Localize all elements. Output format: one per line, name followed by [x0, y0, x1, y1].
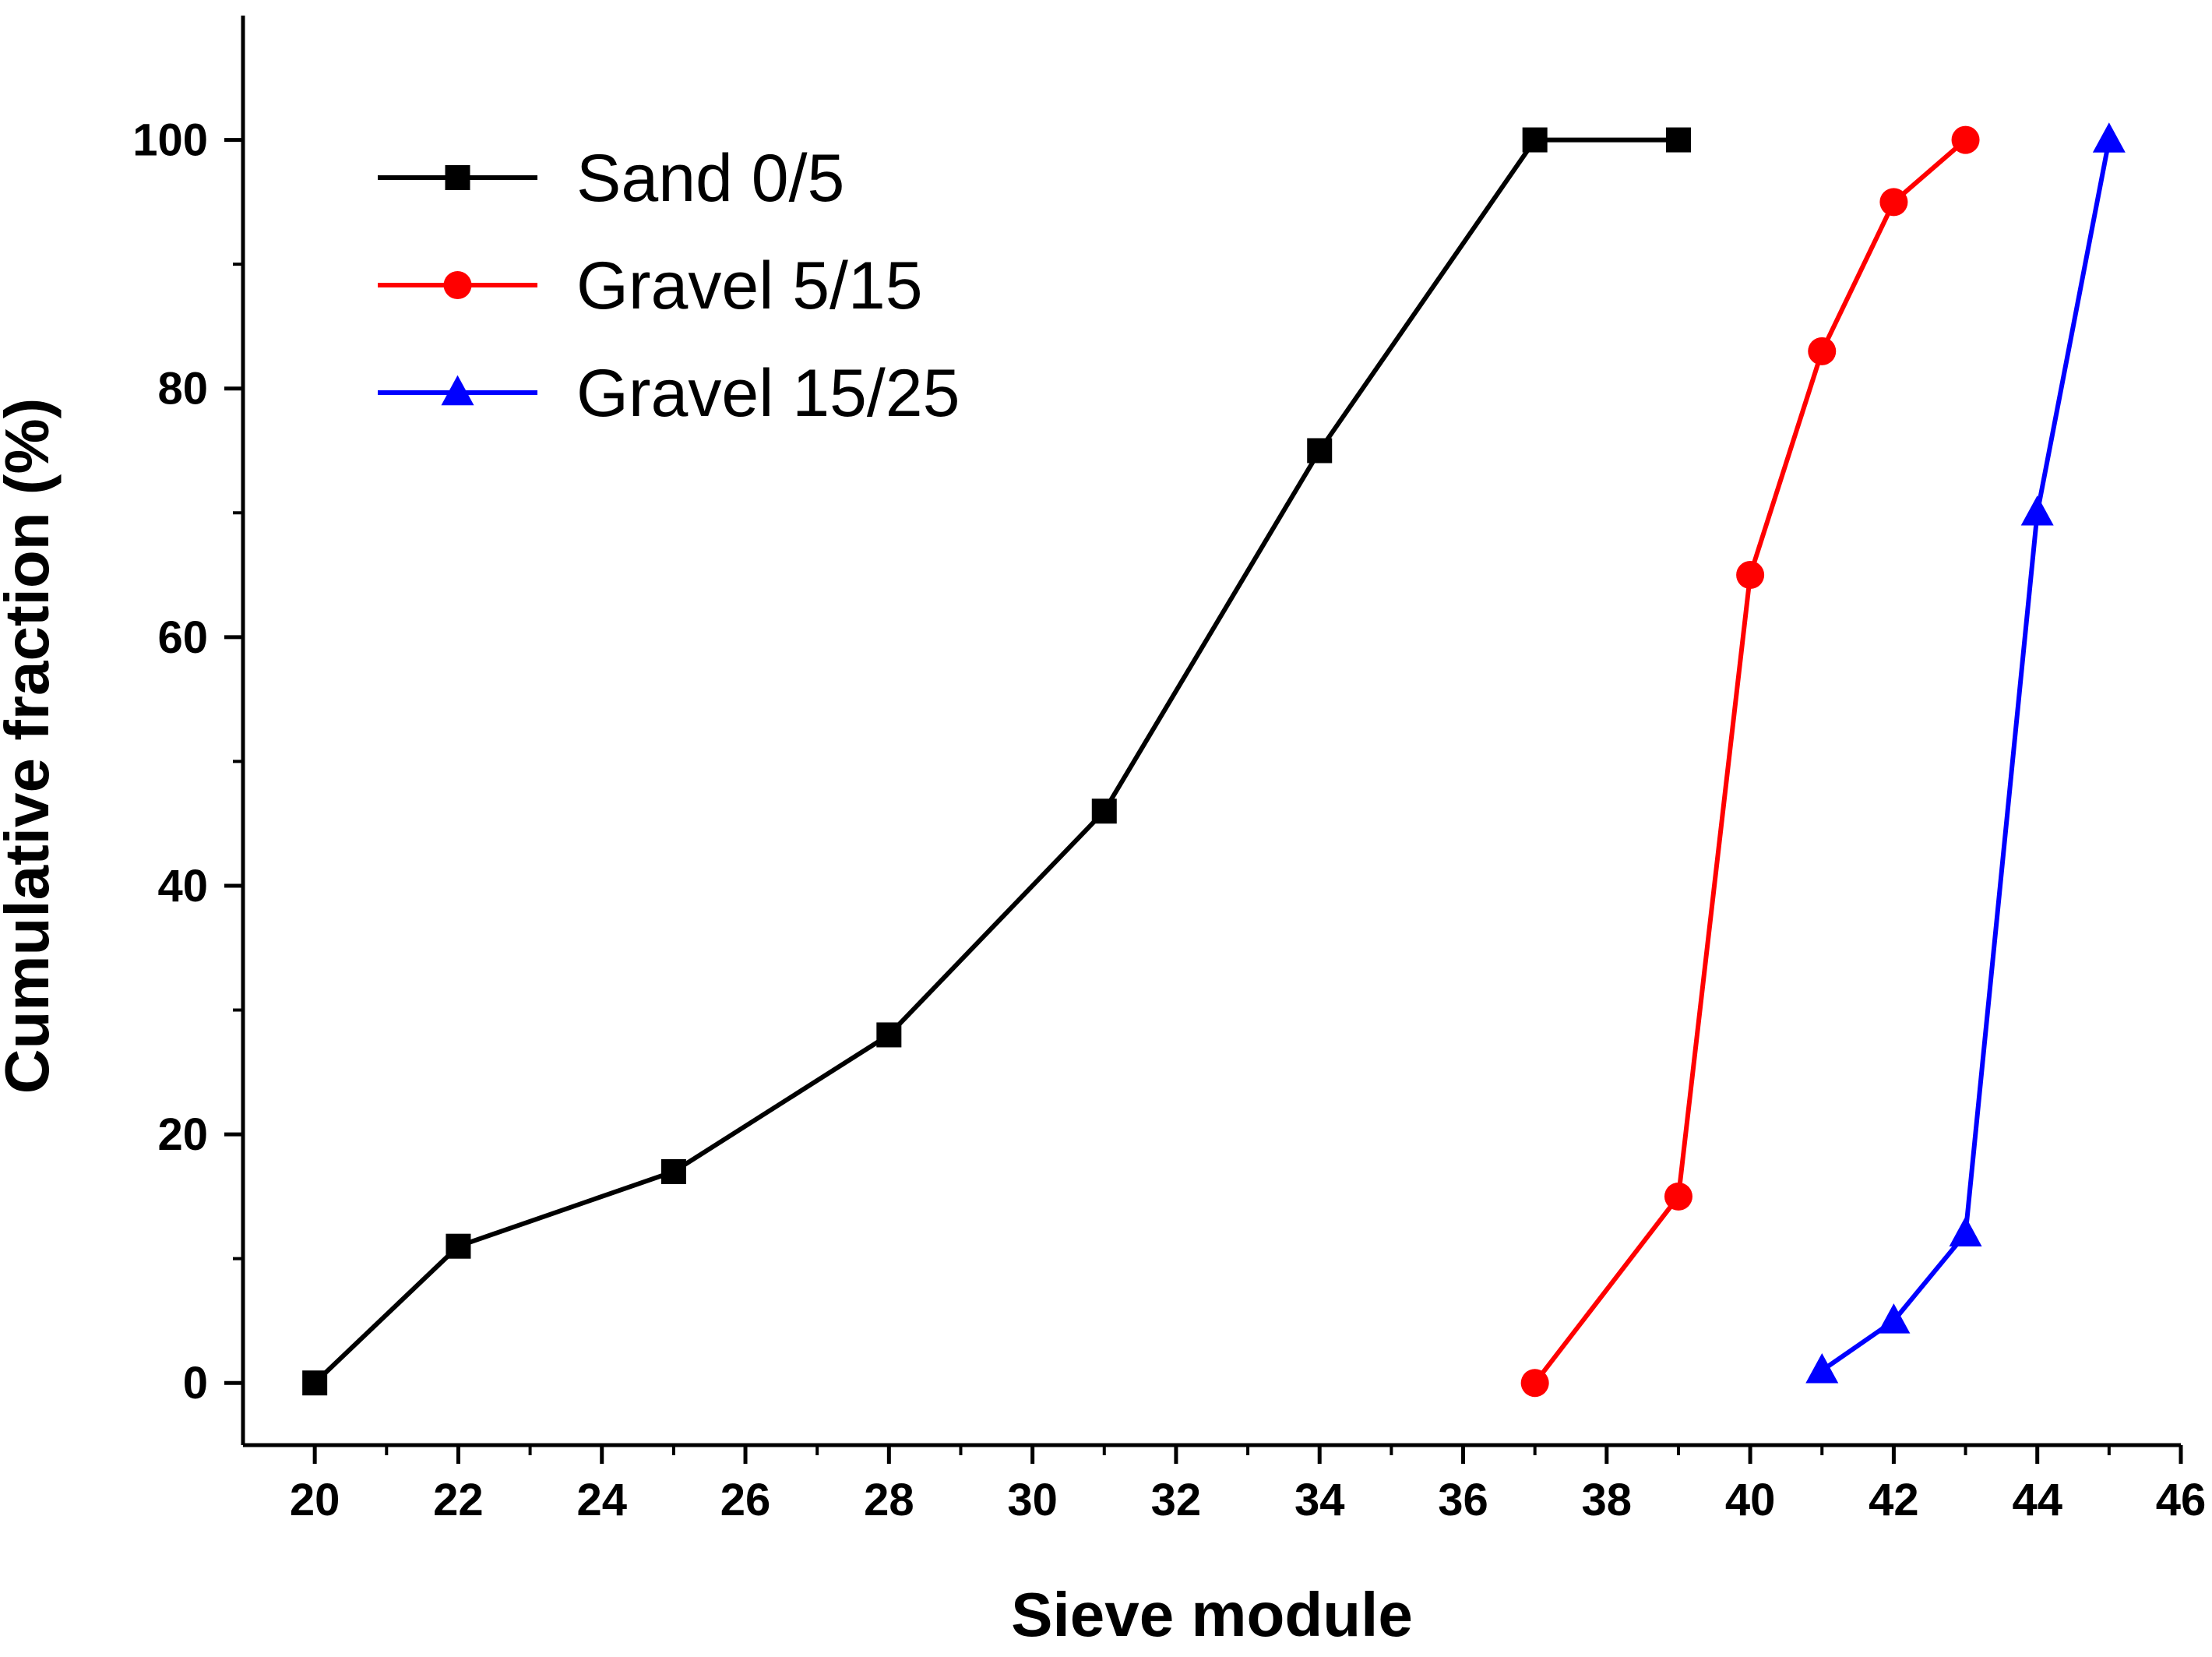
- data-point: [2020, 495, 2054, 526]
- data-point: [1736, 561, 1765, 590]
- legend-marker: [445, 165, 470, 190]
- legend-label: Gravel 5/15: [576, 249, 923, 323]
- data-point: [876, 1022, 902, 1048]
- series-square: [302, 127, 1691, 1396]
- series-circle: [1520, 125, 1980, 1398]
- data-point: [2092, 122, 2126, 153]
- legend-marker: [443, 271, 472, 299]
- data-point: [1808, 337, 1837, 365]
- x-tick-label: 40: [1725, 1475, 1776, 1525]
- series-line: [1820, 139, 2112, 1373]
- legend: Sand 0/5 Gravel 5/15 Gravel 15/25: [378, 141, 960, 431]
- data-point: [1879, 188, 1908, 217]
- axes: 20 22 24 26 28 30 32 34 36 38 40 42 44 46 0 20 40 60 80 10…: [132, 16, 2206, 1525]
- x-tick-label: 32: [1151, 1475, 1202, 1525]
- x-tick-label: 36: [1438, 1475, 1488, 1525]
- y-axis-title: Cumulative fraction (%): [0, 398, 62, 1094]
- x-tick-label: 20: [290, 1475, 340, 1525]
- x-tick-label: 26: [720, 1475, 771, 1525]
- legend-label: Gravel 15/25: [576, 356, 960, 431]
- y-tick-label: 100: [132, 115, 208, 166]
- y-tick-label: 20: [157, 1109, 208, 1160]
- data-point: [660, 1158, 686, 1184]
- x-tick-label: 28: [864, 1475, 914, 1525]
- x-tick-label: 46: [2156, 1475, 2207, 1525]
- data-point: [1665, 127, 1691, 153]
- data-point: [446, 1233, 471, 1259]
- legend-marker: [441, 375, 474, 406]
- data-point: [302, 1370, 328, 1396]
- legend-label: Sand 0/5: [576, 141, 844, 216]
- data-point: [1091, 799, 1117, 824]
- x-tick-label: 42: [1869, 1475, 1919, 1525]
- series-line: [1533, 138, 1967, 1385]
- data-point: [1877, 1303, 1911, 1334]
- x-tick-label: 30: [1007, 1475, 1058, 1525]
- y-tick-label: 0: [183, 1358, 208, 1408]
- y-tick-label: 60: [157, 612, 208, 663]
- x-tick-label: 24: [576, 1475, 627, 1525]
- data-point: [1520, 1369, 1549, 1398]
- data-point: [1664, 1182, 1692, 1211]
- y-axis-ticks: 0 20 40 60 80 100: [132, 115, 243, 1408]
- x-axis-ticks: 20 22 24 26 28 30 32 34 36 38 40 42 44 46: [290, 1445, 2206, 1525]
- data-point: [1949, 1216, 1982, 1246]
- data-point: [1522, 127, 1548, 153]
- x-axis-title: Sieve module: [1011, 1580, 1413, 1649]
- legend-item: Gravel 5/15: [378, 249, 923, 323]
- y-tick-label: 80: [157, 364, 208, 414]
- series-layer: [302, 122, 2126, 1398]
- series-line: [313, 137, 1678, 1385]
- data-point: [1307, 438, 1333, 464]
- series-triangle: [1805, 122, 2126, 1384]
- y-tick-label: 40: [157, 861, 208, 911]
- legend-item: Gravel 15/25: [378, 356, 960, 431]
- x-tick-label: 38: [1582, 1475, 1633, 1525]
- x-tick-label: 44: [2012, 1475, 2062, 1525]
- x-tick-label: 34: [1294, 1475, 1345, 1525]
- x-tick-label: 22: [433, 1475, 484, 1525]
- data-point: [1951, 125, 1980, 154]
- legend-item: Sand 0/5: [378, 141, 844, 216]
- data-point: [1805, 1352, 1839, 1384]
